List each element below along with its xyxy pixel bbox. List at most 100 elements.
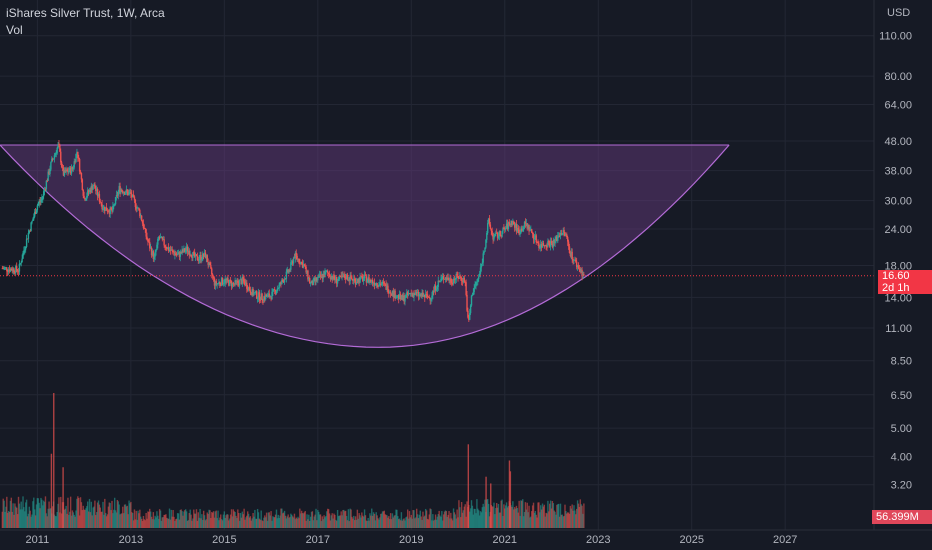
candle-body: [307, 270, 309, 280]
candle-body: [158, 237, 160, 239]
volume-bar: [424, 515, 426, 528]
volume-bar: [525, 509, 528, 528]
candle-body: [517, 228, 519, 230]
volume-bar: [168, 508, 171, 528]
candle-body: [442, 276, 444, 278]
candle-body: [39, 201, 41, 203]
volume-bar: [113, 509, 115, 528]
candle-body: [276, 288, 279, 292]
volume-bar: [16, 514, 19, 528]
candle-body: [410, 293, 412, 295]
candle-body: [220, 278, 223, 286]
volume-bar: [433, 519, 436, 528]
volume-bar: [226, 513, 228, 528]
volume-bar: [411, 518, 413, 528]
volume-bar: [355, 519, 358, 528]
candle-body: [558, 235, 561, 237]
volume-bar: [507, 506, 510, 528]
volume-bar: [370, 515, 372, 528]
candle-body: [542, 243, 545, 246]
volume-bar: [82, 505, 84, 528]
volume-bar: [63, 509, 66, 528]
volume-bar: [575, 508, 578, 528]
candle-body: [332, 274, 334, 280]
candle-body: [132, 194, 135, 197]
candle-body: [440, 278, 442, 282]
volume-bar: [312, 520, 315, 528]
volume-bar: [320, 521, 323, 528]
candle-body: [416, 291, 419, 293]
volume-bar: [344, 511, 346, 528]
y-tick-label: 14.00: [884, 292, 912, 304]
volume-bar: [156, 511, 158, 528]
volume-bar: [321, 516, 324, 528]
x-tick-label: 2013: [119, 534, 143, 546]
candle-body: [364, 274, 367, 276]
volume-bar: [553, 510, 555, 528]
volume-bar: [456, 509, 458, 528]
candle-body: [201, 259, 203, 261]
candle-body: [14, 272, 16, 273]
candle-body: [318, 274, 321, 276]
candle-body: [581, 269, 583, 277]
volume-bar: [11, 511, 13, 528]
candle-body: [327, 270, 329, 273]
candle-body: [84, 198, 86, 201]
volume-bar: [353, 520, 356, 528]
candle-body: [78, 159, 81, 172]
volume-bar: [251, 518, 253, 528]
candle-body: [20, 262, 22, 264]
candle-body: [266, 294, 269, 297]
volume-bar: [70, 515, 73, 528]
volume-bar: [291, 514, 293, 528]
candle-body: [247, 287, 250, 291]
volume-bar: [225, 515, 227, 528]
volume-bar: [424, 508, 427, 528]
volume-value: 56.399M: [876, 511, 919, 523]
candle-body: [239, 279, 242, 281]
volume-bar: [211, 512, 213, 528]
volume-bar: [100, 511, 102, 528]
volume-bar: [44, 496, 47, 528]
volume-bar: [231, 516, 234, 528]
candle-body: [358, 278, 360, 283]
candle-body: [114, 197, 117, 205]
volume-bar: [347, 509, 350, 528]
chart-legend: iShares Silver Trust, 1W, Arca Vol: [6, 5, 165, 39]
candle-body: [51, 158, 54, 160]
candle-body: [376, 282, 378, 286]
candle-body: [509, 223, 511, 225]
candle-body: [355, 281, 358, 285]
candle-body: [361, 275, 363, 277]
volume-bar: [221, 520, 224, 528]
symbol-title[interactable]: iShares Silver Trust, 1W, Arca: [6, 6, 165, 20]
candle-body: [534, 235, 537, 239]
volume-bar: [408, 511, 411, 528]
volume-bar: [170, 509, 173, 528]
volume-bar: [192, 518, 194, 528]
candle-body: [495, 232, 498, 234]
x-tick-label: 2021: [493, 534, 517, 546]
volume-bar: [151, 519, 154, 528]
candle-body: [10, 268, 13, 271]
candle-body: [551, 243, 554, 247]
volume-bar: [524, 502, 527, 528]
candle-body: [291, 261, 293, 263]
volume-bar: [108, 502, 110, 528]
candle-body: [1, 268, 4, 270]
candle-body: [6, 267, 8, 272]
volume-bar: [189, 509, 191, 528]
candle-body: [187, 250, 190, 252]
volume-bar: [177, 513, 180, 528]
volume-bar: [294, 519, 297, 528]
candle-body: [414, 293, 416, 295]
volume-bar: [338, 515, 341, 528]
volume-bar: [69, 511, 71, 528]
candle-body: [116, 194, 119, 196]
candle-body: [282, 279, 284, 281]
volume-bar: [7, 510, 10, 528]
volume-bar: [275, 509, 278, 528]
volume-bar: [500, 500, 502, 528]
candle-body: [572, 258, 574, 261]
